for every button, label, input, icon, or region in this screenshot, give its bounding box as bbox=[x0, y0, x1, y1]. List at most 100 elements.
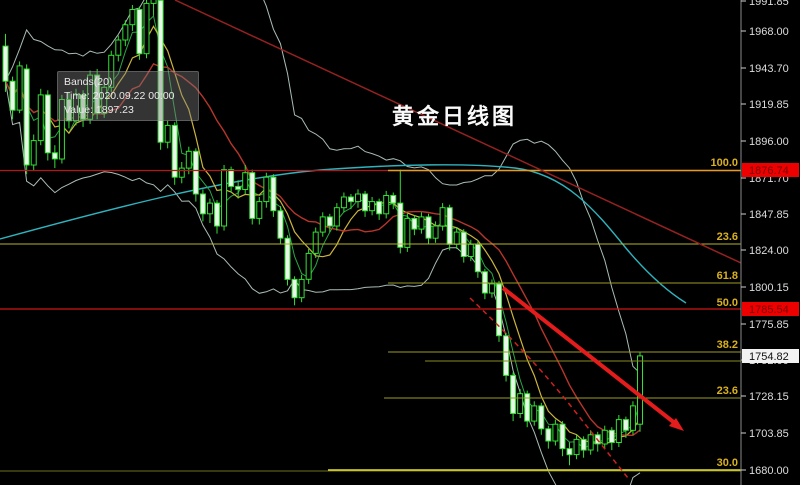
fib-level-label: 50.0 bbox=[717, 297, 738, 309]
candle-body bbox=[439, 207, 446, 227]
candle-body bbox=[566, 448, 573, 456]
axis-price-label: 1896.00 bbox=[749, 136, 789, 148]
price-tag-value: 1754.82 bbox=[749, 351, 789, 363]
candle-body bbox=[2, 45, 9, 82]
candle-body bbox=[397, 202, 404, 248]
candle-body bbox=[580, 438, 587, 451]
candle-body bbox=[615, 419, 622, 444]
candle-body bbox=[242, 172, 249, 190]
candle-body bbox=[206, 202, 213, 215]
fib-level-label: 30.0 bbox=[717, 457, 738, 469]
candle-body bbox=[73, 94, 79, 122]
candle-body bbox=[383, 195, 390, 215]
dashed-projection-line[interactable] bbox=[469, 297, 629, 479]
candle-body bbox=[524, 393, 531, 422]
candle-body bbox=[418, 216, 425, 230]
candle-body bbox=[214, 202, 220, 227]
fib-level-label: 61.8 bbox=[717, 270, 738, 282]
candle-body bbox=[545, 428, 552, 442]
candle-body bbox=[333, 207, 340, 227]
tooltip-time: Time: 2020.09.22 00:00 bbox=[64, 90, 175, 102]
candle-body bbox=[65, 99, 72, 122]
candle-body bbox=[390, 195, 397, 204]
axis-price-label: 1728.15 bbox=[749, 391, 789, 403]
candle-body bbox=[517, 393, 524, 415]
candle-body bbox=[601, 429, 608, 445]
candle-body bbox=[587, 434, 594, 451]
chart-title: 黄金日线图 bbox=[392, 104, 518, 130]
axis-price-label: 1775.85 bbox=[749, 319, 789, 331]
candle-body bbox=[37, 94, 44, 142]
candle-body bbox=[496, 283, 502, 337]
candle-body bbox=[199, 193, 206, 215]
candle-body bbox=[256, 201, 263, 219]
candle-body bbox=[44, 94, 51, 154]
axis-price-label: 1824.00 bbox=[749, 245, 789, 257]
price-tag-value: 1785.54 bbox=[749, 304, 789, 316]
candle-body bbox=[552, 423, 559, 442]
candle-body bbox=[157, 0, 164, 143]
candle-body bbox=[94, 74, 101, 114]
candle-body bbox=[51, 152, 58, 160]
candle-body bbox=[150, 0, 157, 4]
plot-area bbox=[0, 0, 741, 485]
candle-body bbox=[425, 216, 432, 239]
tooltip-value: Value: 1897.23 bbox=[64, 104, 134, 116]
bearish-arrow-head bbox=[669, 418, 684, 431]
axis-price-label: 1703.85 bbox=[749, 428, 789, 440]
price-tag-background bbox=[742, 163, 799, 177]
candle-body bbox=[573, 438, 580, 456]
ma-cyan bbox=[0, 164, 687, 304]
candle-body bbox=[312, 231, 319, 254]
candle-body bbox=[16, 65, 23, 111]
candle-body bbox=[185, 150, 192, 169]
candle-body bbox=[467, 243, 474, 258]
indicator-tooltip: Bands(20) Time: 2020.09.22 00:00 Value: … bbox=[57, 71, 199, 121]
candle-body bbox=[629, 405, 636, 431]
candle-body bbox=[228, 169, 235, 187]
candle-body bbox=[404, 217, 411, 248]
candle-body bbox=[488, 283, 495, 294]
axis-price-label: 1847.85 bbox=[749, 209, 789, 221]
candle-body bbox=[101, 86, 108, 114]
bearish-arrow[interactable] bbox=[501, 286, 678, 426]
candle-body bbox=[622, 419, 629, 431]
candle-body bbox=[263, 176, 270, 203]
candle-body bbox=[171, 124, 178, 178]
candle-body bbox=[143, 2, 150, 55]
candle-body bbox=[446, 207, 453, 245]
candle-body bbox=[87, 74, 94, 120]
candle-body bbox=[305, 252, 312, 280]
candle-body bbox=[298, 278, 305, 299]
candles-layer bbox=[2, 0, 643, 466]
candle-body bbox=[538, 405, 545, 430]
axis-price-label: 1968.00 bbox=[749, 26, 789, 38]
fib-level-label: 100.0 bbox=[710, 157, 738, 169]
candle-body bbox=[355, 193, 361, 203]
candle-body bbox=[319, 216, 326, 233]
candle-body bbox=[362, 193, 369, 212]
candle-body bbox=[340, 196, 347, 209]
candle-body bbox=[326, 216, 333, 227]
candle-body bbox=[284, 237, 291, 280]
candle-body bbox=[510, 374, 517, 414]
candle-body bbox=[221, 169, 228, 227]
candle-body bbox=[115, 39, 122, 56]
descending-trendline[interactable] bbox=[174, 0, 741, 264]
bollinger-lower-band bbox=[5, 81, 641, 485]
candle-body bbox=[192, 150, 199, 195]
candle-body bbox=[164, 124, 171, 143]
candle-body bbox=[136, 9, 143, 55]
fib-level-label: 38.2 bbox=[717, 339, 738, 351]
candle-body bbox=[270, 176, 277, 212]
candle-body bbox=[108, 54, 115, 88]
bollinger-upper-band bbox=[5, 0, 641, 374]
candle-body bbox=[58, 99, 65, 160]
candle-body bbox=[376, 201, 383, 215]
candle-body bbox=[277, 210, 284, 239]
tooltip-indicator-name: Bands(20) bbox=[64, 76, 113, 88]
candle-body bbox=[178, 167, 185, 178]
candle-body bbox=[9, 80, 16, 111]
